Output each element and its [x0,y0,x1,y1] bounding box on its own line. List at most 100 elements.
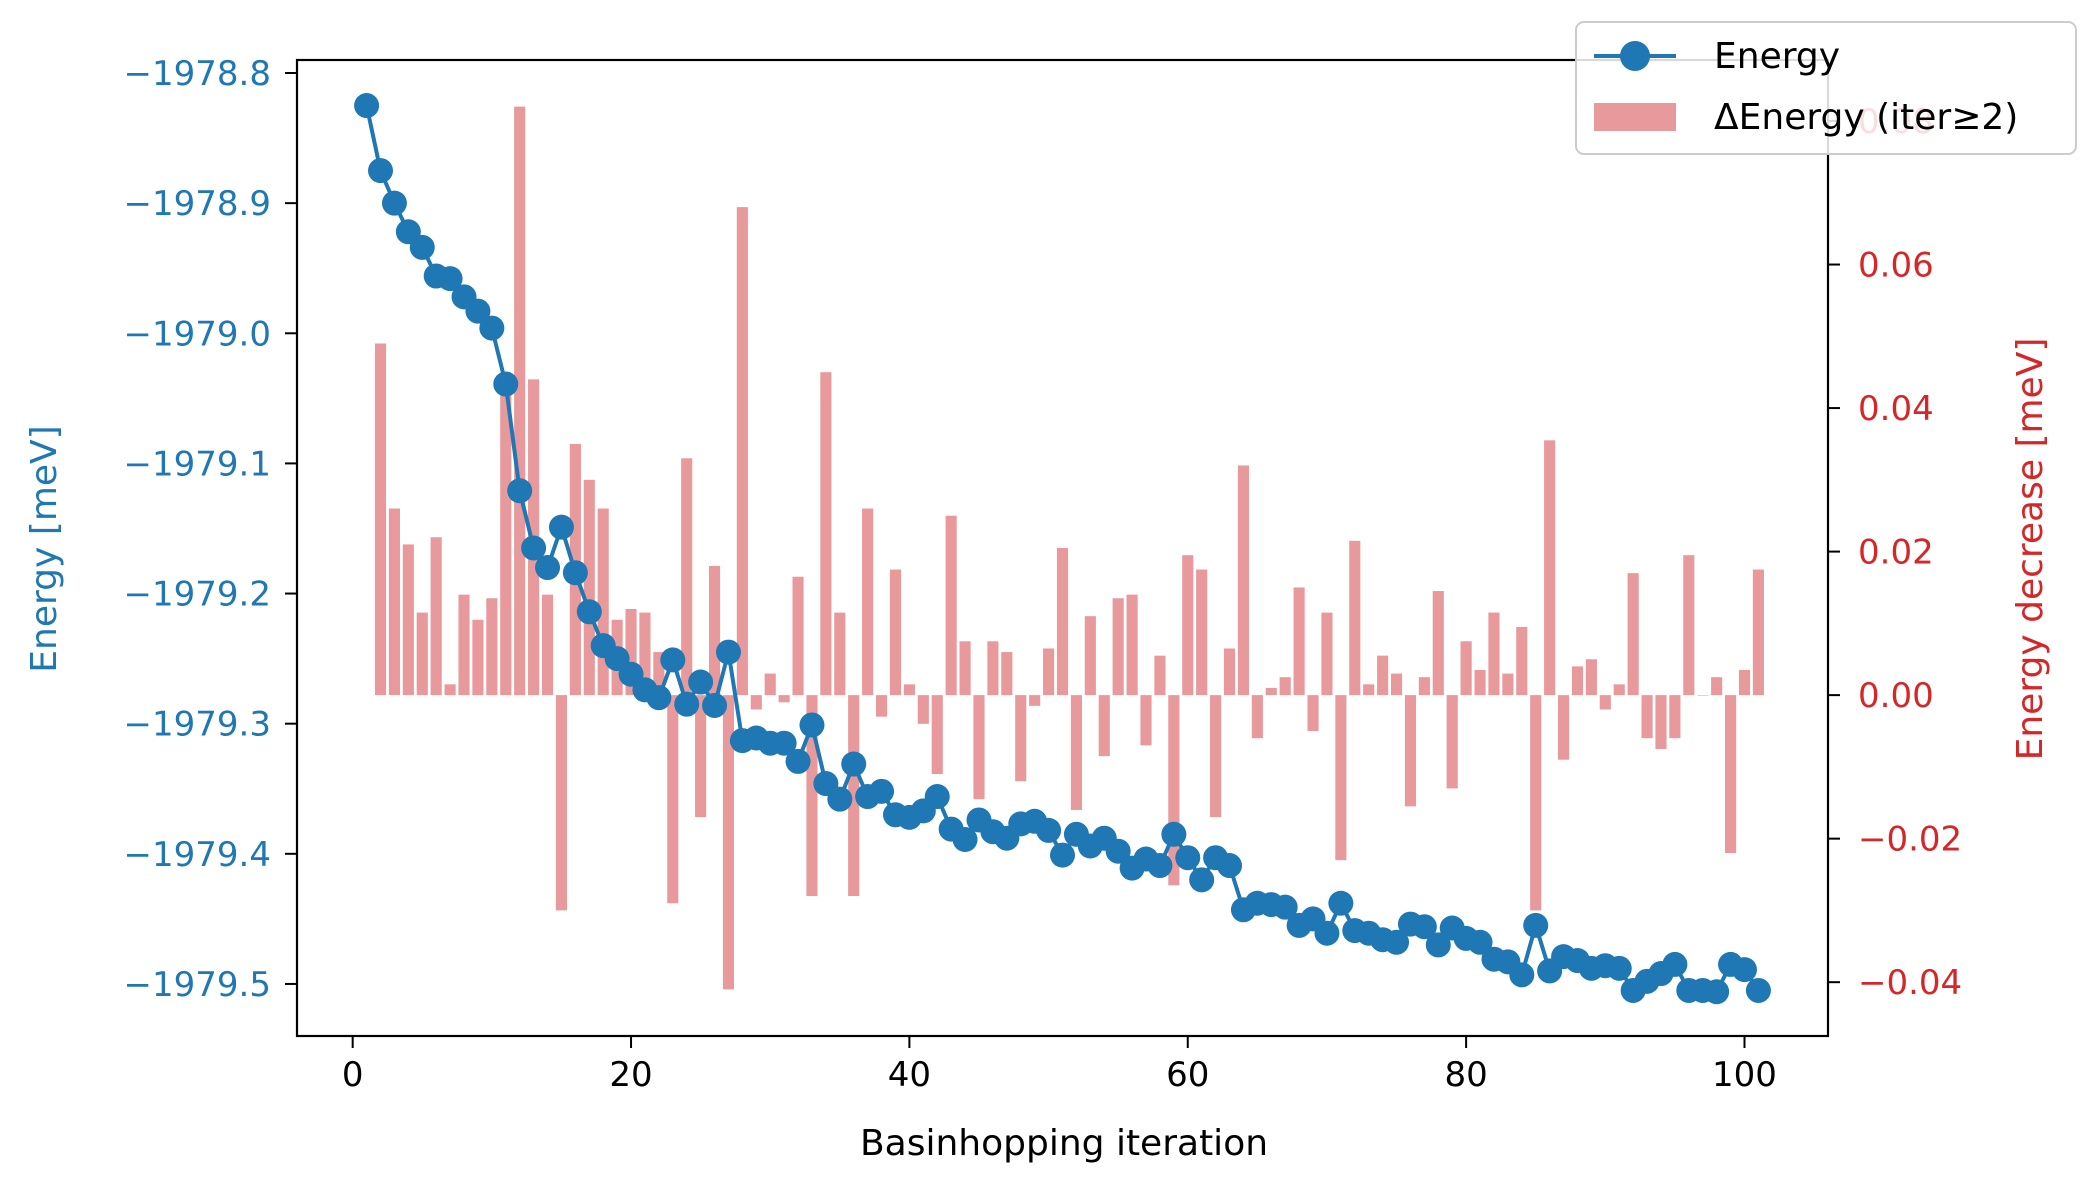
delta-bar [1168,695,1180,886]
delta-bar [973,695,985,800]
delta-bar [1377,655,1389,696]
delta-bar [1585,659,1597,696]
delta-bar [1516,626,1528,696]
delta-bar [1196,569,1208,696]
delta-bar [1711,677,1723,696]
delta-bar [653,652,665,696]
energy-point [1704,979,1730,1005]
delta-bar [1349,540,1361,696]
delta-bar [1571,666,1584,696]
delta-bar [667,695,679,904]
delta-bar [1599,695,1611,710]
plot-frame [295,58,1830,1038]
delta-bar [1140,695,1152,746]
delta-bar [1418,677,1430,696]
energy-point [562,560,588,586]
delta-bar [402,544,414,696]
energy-point [1606,955,1632,981]
delta-bar [1098,695,1110,757]
left-y-axis-label: Energy [meV] [24,425,65,672]
energy-point [1523,912,1549,938]
delta-bar [820,372,832,696]
energy-point [1662,951,1688,977]
delta-bar [792,576,804,696]
energy-point [1147,853,1173,879]
energy-point [1328,890,1354,916]
delta-bar [514,106,526,696]
legend-delta-bar-icon [1594,103,1676,131]
energy-point [702,692,728,718]
energy-point [1384,929,1410,955]
delta-bar [1029,695,1041,706]
delta-bar [583,479,595,696]
x-tick-label: 60 [1166,1055,1209,1095]
energy-point [924,784,950,810]
energy-point [674,691,700,717]
x-tick-label: 100 [1712,1055,1777,1095]
left-y-tick-label: −1979.4 [124,835,271,875]
energy-point [479,315,505,341]
left-y-tick-label: −1979.2 [124,575,271,615]
delta-bar [681,458,693,696]
delta-bar [1056,548,1069,696]
legend-delta-label: ΔEnergy (iter≥2) [1714,97,2018,138]
delta-bar [1655,695,1667,749]
delta-bar [917,695,929,724]
energy-point [548,514,574,540]
delta-bar [1279,677,1291,696]
energy-point [1509,962,1535,988]
energy-point [660,647,686,673]
right-y-tick-label: −0.02 [1858,820,1962,860]
energy-point [535,555,561,581]
delta-bars [374,106,1764,990]
legend-energy-label: Energy [1714,36,1840,77]
left-y-tick-label: −1978.9 [124,184,271,224]
delta-bar [1390,673,1403,696]
energy-point [869,778,895,804]
delta-bar [1697,695,1709,696]
delta-bar [1502,673,1514,696]
right-y-tick-label: 0.02 [1858,533,1934,573]
energy-point [1217,853,1243,879]
energy-point [493,371,519,397]
energy-point [952,827,978,852]
delta-bar [1669,695,1681,739]
delta-bar [1446,695,1458,789]
x-axis-label: Basinhopping iteration [860,1123,1268,1164]
delta-bar [1683,555,1695,696]
energy-point [507,478,533,504]
delta-bar [1460,641,1472,696]
delta-bar [1015,695,1027,782]
delta-bar [778,695,790,703]
energy-point [841,751,867,777]
right-y-axis-label: Energy decrease [meV] [2010,338,2051,761]
energy-point [409,234,435,260]
x-tick-label: 0 [342,1055,364,1095]
energy-point [1189,867,1215,893]
delta-bar [388,508,400,696]
right-y-tick-label: 0.00 [1858,676,1934,716]
right-y-tick-label: 0.06 [1858,246,1934,286]
legend: Energy ΔEnergy (iter≥2) [1575,21,2077,155]
delta-bar [374,343,387,696]
delta-bar [555,695,568,911]
energy-point [1731,957,1757,983]
delta-bar [1251,695,1263,739]
energy-point [381,190,407,216]
delta-bar [862,508,874,696]
delta-bar [639,612,651,696]
energy-point [1272,894,1298,920]
delta-bar [1223,648,1236,696]
delta-bar [806,695,818,897]
delta-bar [1432,591,1444,696]
delta-bar [1404,695,1417,807]
delta-bar [1335,695,1347,861]
delta-bar [1641,695,1653,739]
energy-point [1314,920,1340,946]
x-axis-ticks: 0 20 40 60 80 100 [342,1036,1777,1095]
right-y-tick-label: 0.04 [1858,389,1934,429]
delta-bar [472,619,484,696]
left-y-tick-label: −1979.0 [124,314,271,354]
delta-bar [1725,695,1737,853]
energy-point [799,712,825,738]
